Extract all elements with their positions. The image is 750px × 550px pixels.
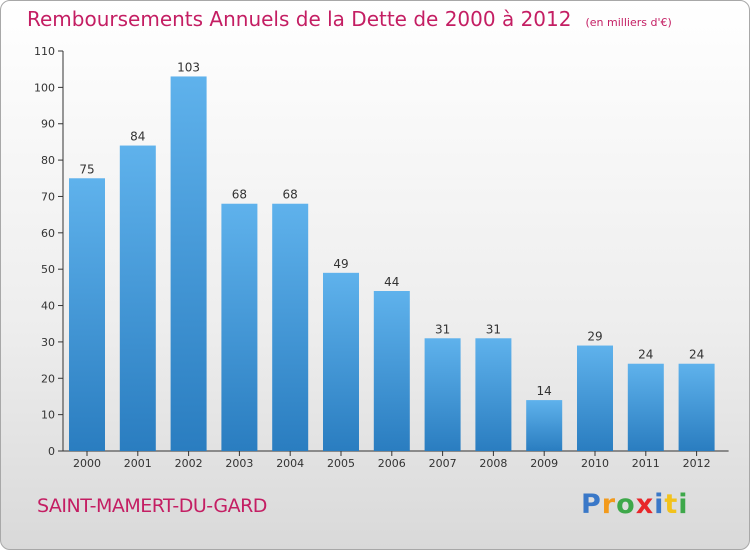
x-tick-label: 2001 [124, 457, 152, 470]
x-tick-label: 2005 [327, 457, 355, 470]
bar-value-label: 31 [486, 322, 501, 336]
bar-value-label: 75 [79, 162, 94, 176]
bar-value-label: 49 [333, 257, 348, 271]
bar-value-label: 68 [283, 188, 298, 202]
bar [119, 145, 156, 451]
bar-value-label: 84 [130, 130, 145, 144]
bar-value-label: 44 [384, 275, 399, 289]
bar [323, 272, 359, 451]
bar-value-label: 31 [435, 322, 450, 336]
bar [627, 363, 664, 451]
bar [424, 338, 461, 451]
x-tick-label: 2009 [530, 457, 558, 470]
bar [373, 291, 410, 451]
y-tick-label: 80 [41, 154, 55, 167]
y-tick-label: 20 [41, 372, 55, 385]
proxiti-logo: Proxiti [581, 489, 689, 520]
bar [221, 203, 258, 451]
bars [69, 76, 715, 452]
bar-value-label: 24 [689, 348, 704, 362]
x-tick-label: 2011 [632, 457, 660, 470]
x-tick-label: 2012 [683, 457, 711, 470]
bar [678, 363, 715, 451]
y-tick-label: 30 [41, 336, 55, 349]
y-tick-label: 90 [41, 118, 55, 131]
data-labels: 75 84 103 68 68 49 44 31 31 14 29 24 24 [79, 60, 704, 398]
bar [526, 400, 563, 451]
bar [272, 203, 309, 451]
x-tick-label: 2010 [581, 457, 609, 470]
bar-value-label: 29 [587, 330, 602, 344]
x-tick-label: 2008 [479, 457, 507, 470]
y-tick-label: 10 [41, 409, 55, 422]
axes: 0 10 20 30 40 50 60 70 80 90 100 110 2000 2001 2002 200… [34, 45, 729, 470]
bar [475, 338, 512, 451]
x-tick-label: 2000 [73, 457, 101, 470]
bar [170, 76, 207, 452]
y-tick-label: 60 [41, 227, 55, 240]
y-tick-label: 100 [34, 81, 55, 94]
x-tick-label: 2006 [378, 457, 406, 470]
y-tick-label: 110 [34, 45, 55, 58]
bar-value-label: 24 [638, 348, 653, 362]
chart-title: Remboursements Annuels de la Dette de 20… [27, 7, 672, 31]
x-tick-label: 2007 [429, 457, 457, 470]
bar [69, 178, 105, 452]
y-tick-label: 40 [41, 300, 55, 313]
bar-value-label: 68 [232, 188, 247, 202]
y-tick-label: 50 [41, 263, 55, 276]
chart-subtitle: (en milliers d'€) [585, 16, 672, 29]
bar [577, 345, 613, 451]
bar-value-label: 103 [177, 60, 200, 74]
y-tick-label: 70 [41, 190, 55, 203]
town-name: SAINT-MAMERT-DU-GARD [37, 495, 267, 517]
bar-value-label: 14 [537, 384, 552, 398]
x-tick-label: 2003 [225, 457, 253, 470]
y-tick-label: 0 [48, 445, 55, 458]
x-tick-label: 2002 [175, 457, 203, 470]
x-tick-label: 2004 [276, 457, 304, 470]
